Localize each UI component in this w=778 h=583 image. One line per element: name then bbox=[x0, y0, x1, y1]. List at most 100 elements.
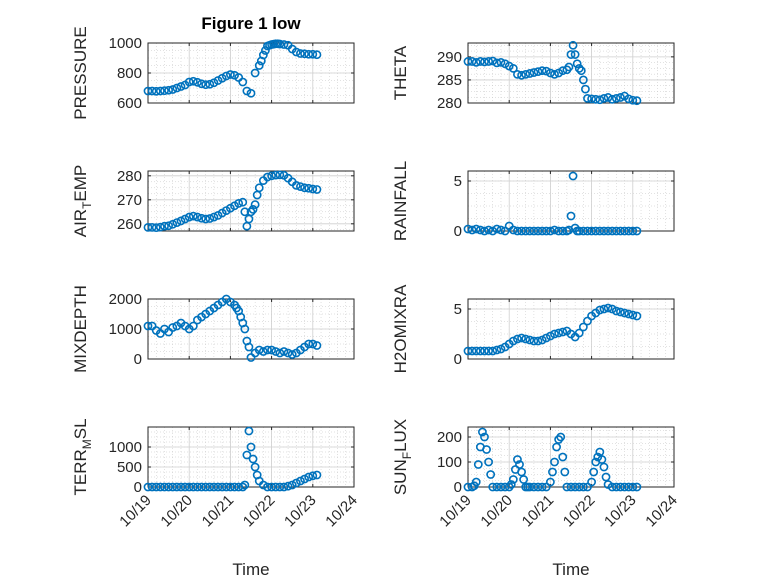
data-point bbox=[492, 58, 502, 68]
data-point bbox=[620, 482, 629, 492]
data-point bbox=[488, 346, 498, 356]
data-point bbox=[607, 226, 617, 236]
data-point bbox=[628, 95, 638, 105]
data-point bbox=[296, 476, 305, 486]
data-point bbox=[151, 86, 161, 96]
data-point bbox=[541, 226, 551, 236]
data-point bbox=[496, 344, 506, 354]
x-tick-label: 10/20 bbox=[477, 492, 516, 531]
y-axis-label: THETA bbox=[391, 45, 410, 100]
x-tick-label: 10/21 bbox=[519, 492, 558, 531]
data-point bbox=[147, 86, 157, 96]
subplot-terr-msl: 0 500 1000 TERRMSL 10/19 10/20 10/21 10/22 10/23… bbox=[71, 418, 361, 579]
data-point bbox=[263, 482, 272, 492]
data-point bbox=[475, 57, 485, 66]
data-point bbox=[250, 200, 260, 209]
data-point bbox=[258, 347, 268, 356]
data-point bbox=[541, 333, 551, 343]
data-point bbox=[225, 70, 235, 79]
data-point bbox=[275, 39, 285, 49]
data-point bbox=[508, 336, 518, 346]
data-point bbox=[513, 69, 522, 79]
data-point bbox=[267, 482, 276, 492]
data-point bbox=[275, 348, 285, 358]
data-point bbox=[475, 225, 485, 235]
data-point bbox=[591, 94, 601, 104]
data-point bbox=[595, 226, 605, 236]
data-point bbox=[248, 204, 258, 214]
x-tick-label: 10/24 bbox=[322, 492, 361, 531]
data-point bbox=[471, 224, 481, 234]
subplot-rainfall: 0 5 RAINFALL bbox=[391, 161, 675, 241]
x-tick-label: 10/21 bbox=[199, 492, 238, 531]
data-point bbox=[620, 226, 629, 236]
data-point bbox=[624, 226, 634, 236]
data-point bbox=[603, 226, 613, 236]
data-point bbox=[570, 482, 580, 492]
data-point bbox=[480, 346, 489, 356]
data-point bbox=[482, 445, 491, 454]
data-point bbox=[599, 226, 609, 236]
y-tick-label: 800 bbox=[117, 65, 142, 82]
data-point bbox=[603, 303, 613, 313]
data-point bbox=[546, 68, 555, 78]
axes-border bbox=[467, 298, 675, 360]
data-point bbox=[205, 214, 215, 223]
data-point bbox=[480, 57, 489, 67]
y-tick-label: 1000 bbox=[109, 35, 142, 52]
data-point bbox=[517, 467, 526, 477]
data-point bbox=[603, 93, 613, 102]
axes-box bbox=[467, 298, 675, 360]
data-point bbox=[599, 462, 609, 472]
data-point bbox=[587, 94, 596, 104]
data-point bbox=[271, 170, 281, 180]
y-tick-label: 5 bbox=[454, 173, 462, 190]
y-tick-label: 0 bbox=[454, 223, 462, 240]
data-point bbox=[463, 346, 473, 356]
data-point bbox=[312, 185, 322, 194]
data-point bbox=[517, 70, 526, 80]
data-point bbox=[578, 75, 588, 85]
data-point bbox=[238, 77, 248, 87]
data-point bbox=[548, 467, 557, 477]
data-point bbox=[164, 221, 173, 231]
data-point bbox=[160, 86, 169, 96]
data-point bbox=[521, 334, 531, 344]
data-point bbox=[180, 214, 190, 224]
data-point bbox=[287, 480, 297, 490]
y-axis-label: AIRTEMP bbox=[71, 165, 94, 238]
data-point bbox=[611, 226, 621, 236]
data-point bbox=[279, 347, 289, 356]
data-point bbox=[258, 50, 268, 60]
data-point bbox=[246, 207, 256, 217]
data-point bbox=[533, 67, 543, 77]
data-point bbox=[595, 305, 605, 315]
data-point bbox=[143, 321, 153, 331]
data-point bbox=[197, 79, 206, 89]
data-point bbox=[240, 207, 250, 217]
data-point bbox=[312, 470, 322, 480]
data-point bbox=[550, 329, 559, 339]
data-point bbox=[529, 482, 539, 492]
data-point bbox=[595, 95, 605, 105]
data-point bbox=[616, 482, 625, 492]
data-point bbox=[574, 63, 584, 73]
data-point bbox=[238, 197, 248, 207]
data-point bbox=[188, 76, 198, 86]
data-point bbox=[240, 324, 250, 334]
data-point bbox=[279, 482, 289, 492]
data-point bbox=[564, 62, 574, 72]
data-point bbox=[496, 57, 506, 67]
data-point bbox=[188, 211, 198, 221]
data-point bbox=[513, 334, 522, 344]
data-point bbox=[176, 216, 186, 226]
data-point bbox=[209, 212, 219, 222]
data-point bbox=[308, 339, 318, 349]
data-point bbox=[568, 171, 578, 181]
data-point bbox=[570, 50, 580, 59]
data-point bbox=[537, 335, 547, 345]
y-axis-label: TERRMSL bbox=[71, 418, 94, 495]
data-point bbox=[537, 66, 547, 76]
data-point bbox=[515, 460, 524, 469]
data-point bbox=[312, 50, 322, 60]
